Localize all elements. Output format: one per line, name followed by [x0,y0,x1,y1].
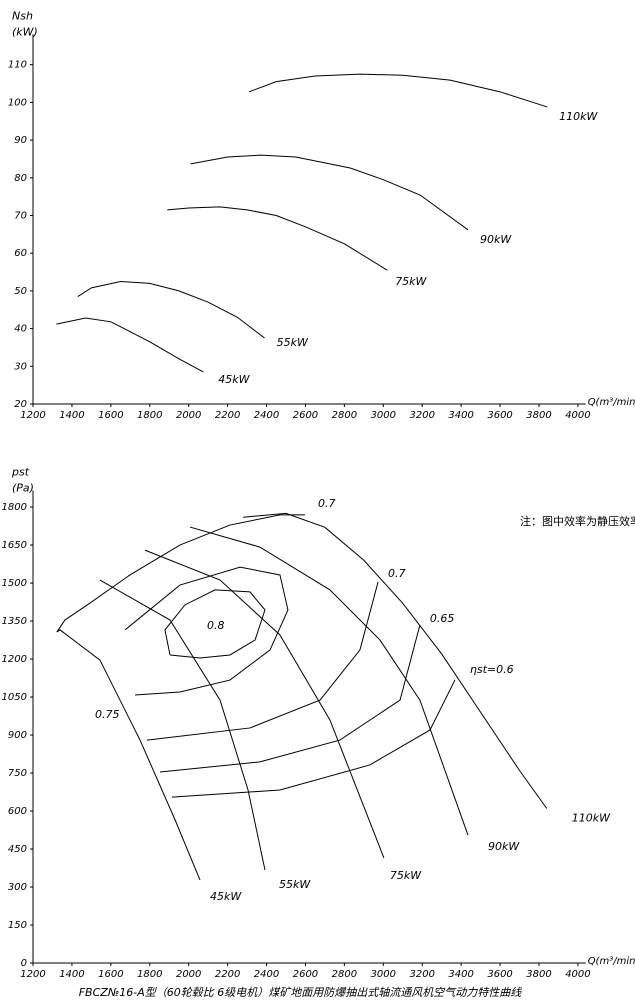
y-tick-label: 70 [14,210,27,221]
curve [124,566,289,696]
curve-label: 0.7 [388,567,406,580]
y-tick-label: 50 [14,286,27,297]
y-axis-label: pst [11,465,30,478]
y-tick-label: 450 [8,844,27,855]
y-tick-label: 0 [21,958,27,969]
x-tick-label: 3600 [487,969,512,980]
curve [146,581,379,741]
y-tick-label: 1350 [2,616,27,627]
curve-label: 55kW [277,336,309,349]
curve [190,154,469,231]
y-tick-label: 300 [8,882,27,893]
y-tick-label: 100 [8,97,27,108]
y-axis-unit: (kW) [12,25,38,38]
y-axis-unit: (Pa) [12,481,34,494]
x-tick-label: 2400 [254,969,279,980]
x-tick-label: 3000 [371,969,396,980]
curve-label: 90kW [488,840,520,853]
curve [171,679,456,798]
y-tick-label: 90 [14,135,27,146]
curve-label: 75kW [390,869,422,882]
curve-label: 0.65 [430,612,455,625]
curve-label: 0.75 [95,708,120,721]
y-tick-label: 110 [8,60,27,71]
annotation: 0.7 [318,497,336,510]
y-tick-label: 1050 [2,692,27,703]
curve-label: 0.8 [207,619,225,632]
x-tick-label: 2000 [176,410,201,421]
y-tick-label: 1500 [2,578,27,589]
y-axis-label: Nsh [12,9,33,22]
x-axis-label: Q(m³/min) [588,956,635,967]
curve [77,280,265,339]
x-tick-label: 2600 [293,969,318,980]
curve-label: 110kW [559,110,598,123]
x-tick-label: 3000 [371,410,396,421]
x-tick-label: 1400 [59,410,84,421]
x-tick-label: 2400 [254,410,279,421]
x-tick-label: 2200 [215,969,240,980]
y-tick-label: 60 [14,248,27,259]
curve-label: 45kW [210,890,242,903]
curve [144,549,385,859]
curve [56,317,204,373]
x-tick-label: 3200 [409,410,434,421]
y-tick-label: 150 [8,920,27,931]
x-tick-label: 1200 [20,410,45,421]
y-tick-label: 30 [14,361,27,372]
x-tick-label: 3200 [409,969,434,980]
x-tick-label: 2600 [293,410,318,421]
curve [99,579,266,871]
curve-label: ηst=0.6 [470,663,514,676]
curve-label: 90kW [480,233,512,246]
x-tick-label: 1600 [98,410,123,421]
curve-label: 45kW [218,373,250,386]
curve [248,73,548,108]
x-axis-label: Q(m³/min) [588,397,635,408]
curve-label: 75kW [395,275,427,288]
x-tick-label: 2200 [215,410,240,421]
y-tick-label: 20 [14,399,27,410]
curve [167,206,388,271]
x-tick-label: 2800 [332,969,357,980]
x-tick-label: 1400 [59,969,84,980]
curve [56,514,306,633]
curve-label: 110kW [572,811,611,824]
y-tick-label: 600 [8,806,27,817]
y-tick-label: 80 [14,173,27,184]
curve [164,589,266,659]
y-tick-label: 40 [14,324,27,335]
curve [56,629,201,881]
x-tick-label: 3600 [487,410,512,421]
curve [189,526,469,836]
x-tick-label: 3800 [526,969,551,980]
annotation: 注：图中效率为静压效率 [520,514,635,528]
x-tick-label: 1600 [98,969,123,980]
x-tick-label: 3800 [526,410,551,421]
x-tick-label: 2000 [176,969,201,980]
x-tick-label: 1200 [20,969,45,980]
y-tick-label: 900 [8,730,27,741]
x-tick-label: 4000 [565,969,590,980]
curve [243,512,548,809]
caption: FBCZ№16-A型（60轮毂比 6级电机）煤矿地面用防爆抽出式轴流通风机空气动… [79,986,523,999]
y-tick-label: 750 [8,768,27,779]
y-tick-label: 1200 [2,654,27,665]
x-tick-label: 1800 [137,969,162,980]
y-tick-label: 1800 [2,502,27,513]
x-tick-label: 2800 [332,410,357,421]
x-tick-label: 1800 [137,410,162,421]
curve [160,624,421,773]
curve-label: 55kW [279,878,311,891]
x-tick-label: 3400 [448,410,473,421]
x-tick-label: 3400 [448,969,473,980]
x-tick-label: 4000 [565,410,590,421]
y-tick-label: 1650 [2,540,27,551]
